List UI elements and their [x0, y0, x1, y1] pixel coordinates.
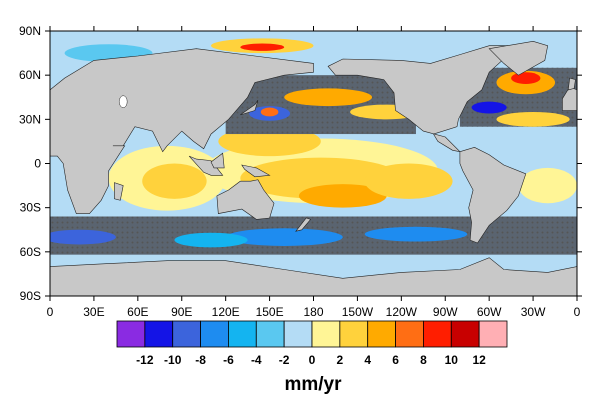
new-guinea-landmass: [241, 164, 271, 178]
y-tick-label: 90S: [20, 289, 41, 303]
colorbar-tick-label: 8: [420, 353, 427, 367]
x-tick-label: 90E: [171, 305, 192, 319]
colorbar-bin: [311, 320, 341, 348]
japan-landmass: [240, 100, 259, 116]
north-pacific-positive: [284, 88, 373, 107]
colorbar-bin: [450, 320, 480, 348]
colorbar-tick-label: 12: [472, 353, 486, 367]
britain-landmass: [567, 77, 576, 91]
southern-ocean-negative-patch: [364, 226, 468, 242]
southern-ocean-negative-patch: [174, 232, 248, 248]
eurasia-africa-landmass: [50, 48, 314, 214]
x-tick-label: 120E: [212, 305, 240, 319]
colorbar-bin: [172, 320, 201, 348]
sumatra-java-landmass: [188, 155, 224, 176]
colorbar-bin: [116, 320, 146, 348]
colorbar-bin: [200, 320, 229, 348]
australia-landmass: [216, 179, 275, 220]
colorbar-bin: [339, 320, 369, 348]
gulf-stream-negative: [471, 101, 507, 114]
x-tick-label: 0: [47, 305, 54, 319]
x-tick-label: 90W: [433, 305, 458, 319]
southern-ocean-negative-patch: [50, 229, 116, 245]
colorbar-tick-label: -12: [136, 353, 154, 367]
x-tick-label: 60E: [127, 305, 148, 319]
colorbar-tick-label: -6: [223, 353, 234, 367]
greenland-landmass: [488, 40, 549, 76]
y-tick-label: 90N: [19, 24, 41, 38]
south-atlantic-positive: [518, 167, 577, 204]
colorbar-labels: -12 -10 -8 -6 -4 -2 0 2 4 6 8 10 12: [136, 353, 486, 367]
x-tick-label: 180: [303, 305, 323, 319]
x-tick-label: 120W: [386, 305, 418, 319]
y-tick-label: 30N: [19, 112, 41, 126]
east-pacific-positive: [364, 163, 453, 199]
north-america-landmass: [327, 45, 520, 153]
caspian-sea: [118, 95, 128, 108]
colorbar-bin: [478, 320, 508, 348]
colorbar-bin: [395, 320, 424, 348]
x-axis: 0 30E 60E 90E 120E 150E 180 150W 120W 90W 60W 30W 0: [47, 26, 581, 319]
colorbar-bin: [283, 320, 313, 348]
pacific-positive-max: [298, 184, 387, 208]
x-tick-label: 0: [574, 305, 581, 319]
colorbar-tick-label: 0: [309, 353, 316, 367]
colorbar-tick-label: 10: [445, 353, 459, 367]
south-america-landmass: [459, 146, 527, 244]
colorbar-tick-label: -2: [279, 353, 290, 367]
colorbar-bin: [144, 320, 174, 348]
kuroshio-extreme: [260, 107, 279, 117]
y-tick-label: 60N: [19, 68, 41, 82]
colorbar-bin: [367, 320, 396, 348]
y-tick-label: 0: [34, 157, 41, 171]
map-plot-area: [49, 30, 578, 297]
colorbar-tick-label: -10: [164, 353, 182, 367]
colorbar-bin: [423, 320, 452, 348]
north-atlantic-max: [511, 72, 541, 85]
y-axis: 90N 60N 30N 0 30S 60S 90S: [19, 24, 582, 303]
colorbar-tick-label: -4: [251, 353, 262, 367]
colorbar-tick-label: 6: [392, 353, 399, 367]
colorbar-tick-label: 2: [337, 353, 344, 367]
y-tick-label: 30S: [20, 201, 41, 215]
y-tick-label: 60S: [20, 245, 41, 259]
colorbar-bin: [255, 320, 285, 348]
colorbar-tick-label: 4: [364, 353, 371, 367]
x-tick-label: 60W: [477, 305, 502, 319]
colorbar-unit-label: mm/yr: [284, 374, 342, 395]
arctic-max: [240, 43, 285, 51]
southern-ocean-negative-patch: [225, 228, 343, 246]
x-tick-label: 30E: [83, 305, 104, 319]
borneo-landmass: [210, 152, 225, 169]
indian-ocean-positive-core: [142, 163, 207, 199]
x-tick-label: 150W: [342, 305, 374, 319]
x-tick-label: 150E: [256, 305, 284, 319]
antarctica-landmass: [50, 257, 577, 296]
colorbar: [116, 320, 508, 348]
new-zealand-landmass: [295, 217, 312, 232]
land-mask: [50, 40, 577, 296]
colorbar-bin: [228, 320, 257, 348]
colorbar-tick-label: -8: [195, 353, 206, 367]
subtropical-atlantic-positive: [496, 111, 570, 127]
madagascar-landmass: [114, 182, 124, 201]
x-tick-label: 30W: [521, 305, 546, 319]
